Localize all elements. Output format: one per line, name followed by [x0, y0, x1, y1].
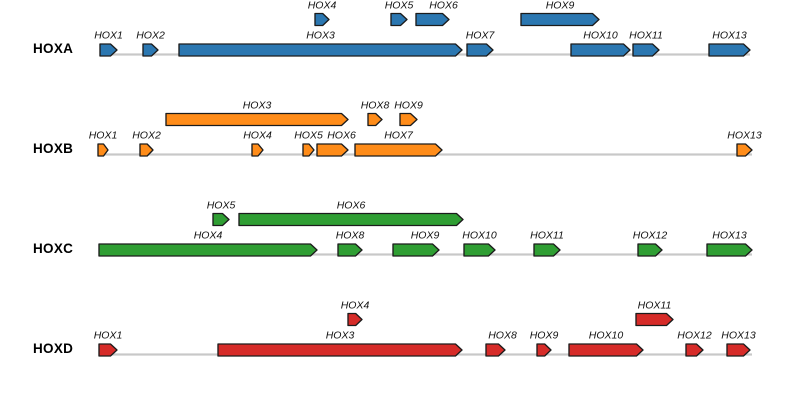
cluster-row-hoxd: HOX1 HOX3 HOX4 HOX8 HOX9 HOX10 HOX11 HOX12 HOX13… [0, 300, 800, 400]
cluster-track-0: HOX1 HOX2 HOX3 HOX4 HOX5 HOX6 HOX7 HOX9 HOX10 HOX… [94, 0, 751, 57]
gene-label-HOXB-HOX8: HOX8 [361, 100, 390, 112]
gene-label-HOXD-HOX11: HOX11 [638, 300, 672, 312]
cluster-track-1: HOX1 HOX2 HOX3 HOX4 HOX5 HOX6 HOX7 HOX8 HOX9 HOX1… [89, 100, 762, 157]
cluster-row-hoxc: HOX4 HOX5 HOX6 HOX8 HOX9 HOX10 HOX11 HOX12 HOX13… [0, 200, 800, 300]
gene-block-HOXD-HOX10 [568, 343, 644, 357]
gene-label-HOXD-HOX13: HOX13 [721, 330, 756, 342]
gene-block-HOXA-HOX5 [390, 12, 408, 27]
cluster-label-hoxb: HOXB [33, 141, 74, 156]
gene-block-HOXC-HOX11 [533, 243, 561, 257]
gene-block-HOXA-HOX7 [466, 43, 494, 57]
cluster-row-hoxb: HOX1 HOX2 HOX3 HOX4 HOX5 HOX6 HOX7 HOX8 HOX9 HOX1… [0, 100, 800, 200]
cluster-label-hoxa: HOXA [33, 41, 74, 56]
gene-block-HOXD-HOX13 [726, 343, 751, 357]
gene-block-HOXC-HOX12 [637, 243, 663, 257]
gene-block-HOXD-HOX3 [217, 343, 463, 357]
gene-block-HOXB-HOX6 [316, 143, 349, 157]
gene-label-HOXB-HOX1: HOX1 [89, 130, 118, 142]
gene-block-HOXB-HOX5 [302, 143, 315, 157]
gene-label-HOXC-HOX8: HOX8 [336, 230, 365, 242]
gene-block-HOXB-HOX8 [367, 112, 383, 127]
gene-label-HOXA-HOX13: HOX13 [712, 30, 747, 42]
gene-block-HOXA-HOX6 [415, 12, 450, 27]
gene-block-HOXA-HOX2 [142, 43, 159, 57]
gene-label-HOXC-HOX9: HOX9 [411, 230, 440, 242]
cluster-track-3: HOX1 HOX3 HOX4 HOX8 HOX9 HOX10 HOX11 HOX12 HOX13 [94, 300, 756, 357]
gene-label-HOXC-HOX5: HOX5 [207, 200, 236, 212]
gene-block-HOXA-HOX13 [708, 43, 751, 57]
gene-block-HOXB-HOX4 [251, 143, 264, 157]
gene-block-HOXC-HOX6 [238, 212, 464, 227]
gene-block-HOXB-HOX7 [354, 143, 443, 157]
gene-block-HOXB-HOX1 [97, 143, 109, 157]
gene-label-HOXD-HOX3: HOX3 [326, 330, 355, 342]
gene-label-HOXB-HOX5: HOX5 [294, 130, 323, 142]
cluster-row-hoxa: HOX1 HOX2 HOX3 HOX4 HOX5 HOX6 HOX7 HOX9 HOX10 HOX… [0, 0, 800, 100]
gene-block-HOXC-HOX4 [98, 243, 318, 257]
gene-label-HOXA-HOX7: HOX7 [466, 30, 496, 42]
gene-label-HOXB-HOX4: HOX4 [243, 130, 272, 142]
gene-label-HOXA-HOX10: HOX10 [583, 30, 618, 42]
gene-block-HOXC-HOX10 [463, 243, 496, 257]
cluster-label-hoxd: HOXD [33, 341, 74, 356]
gene-block-HOXB-HOX9 [399, 112, 418, 127]
gene-block-HOXB-HOX3 [165, 112, 349, 127]
gene-label-HOXB-HOX9: HOX9 [394, 100, 423, 112]
gene-label-HOXC-HOX12: HOX12 [633, 230, 668, 242]
gene-label-HOXC-HOX11: HOX11 [530, 230, 564, 242]
gene-label-HOXD-HOX10: HOX10 [589, 330, 624, 342]
gene-block-HOXB-HOX13 [736, 143, 753, 157]
gene-block-HOXA-HOX9 [520, 12, 600, 27]
gene-block-HOXC-HOX8 [337, 243, 363, 257]
gene-block-HOXA-HOX3 [178, 43, 463, 57]
gene-label-HOXB-HOX3: HOX3 [243, 100, 272, 112]
gene-label-HOXA-HOX2: HOX2 [136, 30, 165, 42]
gene-block-HOXA-HOX10 [570, 43, 631, 57]
cluster-label-hoxc: HOXC [33, 241, 74, 256]
gene-label-HOXB-HOX6: HOX6 [327, 130, 356, 142]
gene-label-HOXC-HOX13: HOX13 [712, 230, 747, 242]
gene-label-HOXA-HOX3: HOX3 [306, 30, 335, 42]
gene-label-HOXD-HOX8: HOX8 [488, 330, 517, 342]
gene-label-HOXA-HOX1: HOX1 [94, 30, 123, 42]
gene-block-HOXB-HOX2 [139, 143, 154, 157]
gene-label-HOXB-HOX13: HOX13 [727, 130, 762, 142]
gene-label-HOXA-HOX5: HOX5 [385, 0, 414, 12]
gene-block-HOXD-HOX11 [635, 312, 674, 327]
gene-label-HOXD-HOX1: HOX1 [94, 330, 123, 342]
gene-label-HOXC-HOX10: HOX10 [462, 230, 497, 242]
gene-label-HOXB-HOX7: HOX7 [384, 130, 414, 142]
gene-label-HOXA-HOX4: HOX4 [308, 0, 337, 12]
gene-block-HOXC-HOX13 [706, 243, 753, 257]
gene-label-HOXD-HOX12: HOX12 [677, 330, 712, 342]
gene-block-HOXD-HOX4 [347, 312, 363, 327]
cluster-track-2: HOX4 HOX5 HOX6 HOX8 HOX9 HOX10 HOX11 HOX12 HOX13 [98, 200, 753, 257]
gene-block-HOXA-HOX1 [99, 43, 118, 57]
gene-block-HOXA-HOX4 [314, 12, 330, 27]
gene-label-HOXA-HOX11: HOX11 [629, 30, 663, 42]
gene-block-HOXA-HOX11 [632, 43, 660, 57]
gene-label-HOXC-HOX4: HOX4 [194, 230, 223, 242]
gene-label-HOXA-HOX9: HOX9 [546, 0, 575, 12]
gene-block-HOXD-HOX12 [685, 343, 704, 357]
gene-label-HOXD-HOX4: HOX4 [341, 300, 370, 312]
gene-label-HOXA-HOX6: HOX6 [429, 0, 458, 12]
gene-label-HOXD-HOX9: HOX9 [530, 330, 559, 342]
gene-block-HOXD-HOX9 [536, 343, 552, 357]
gene-block-HOXD-HOX1 [98, 343, 118, 357]
gene-block-HOXC-HOX9 [392, 243, 440, 257]
gene-block-HOXD-HOX8 [485, 343, 506, 357]
gene-label-HOXC-HOX6: HOX6 [337, 200, 366, 212]
gene-block-HOXC-HOX5 [212, 212, 230, 227]
gene-label-HOXB-HOX2: HOX2 [132, 130, 161, 142]
